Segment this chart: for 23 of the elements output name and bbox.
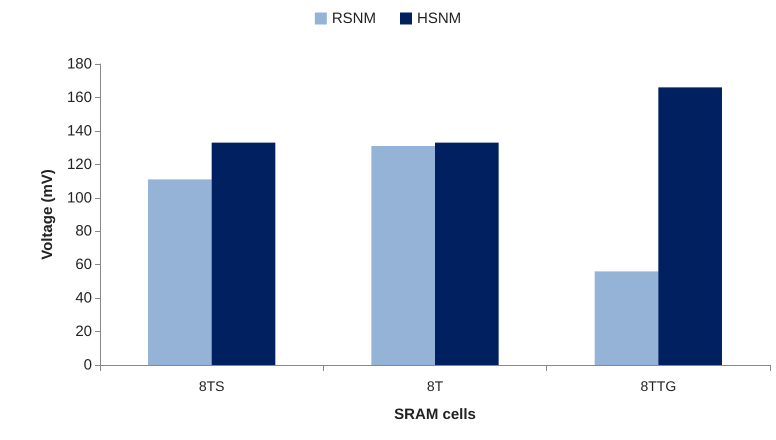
bar — [594, 271, 658, 365]
legend-label: HSNM — [417, 10, 462, 27]
y-tick-label: 60 — [75, 256, 92, 274]
x-tick-label: 8TTG — [640, 378, 676, 394]
x-tick-label: 8TS — [198, 378, 225, 394]
y-tick-label: 180 — [66, 56, 92, 72]
bar — [212, 142, 276, 365]
bar — [148, 179, 212, 365]
y-tick-label: 160 — [66, 88, 92, 106]
bar — [371, 146, 435, 365]
y-tick-label: 0 — [84, 356, 92, 374]
y-tick-label: 20 — [75, 323, 92, 340]
bar — [435, 142, 499, 365]
y-tick-label: 120 — [66, 156, 92, 173]
x-axis-title: SRAM cells — [394, 406, 476, 423]
bar — [658, 87, 722, 365]
y-tick-label: 80 — [75, 222, 92, 240]
legend-label: RSNM — [332, 10, 376, 27]
y-tick-label: 40 — [75, 290, 92, 307]
x-tick-label: 8T — [426, 378, 444, 394]
y-tick-label: 100 — [66, 189, 92, 206]
y-tick-label: 140 — [66, 122, 92, 140]
y-axis-title: Voltage (mV) — [39, 169, 56, 260]
